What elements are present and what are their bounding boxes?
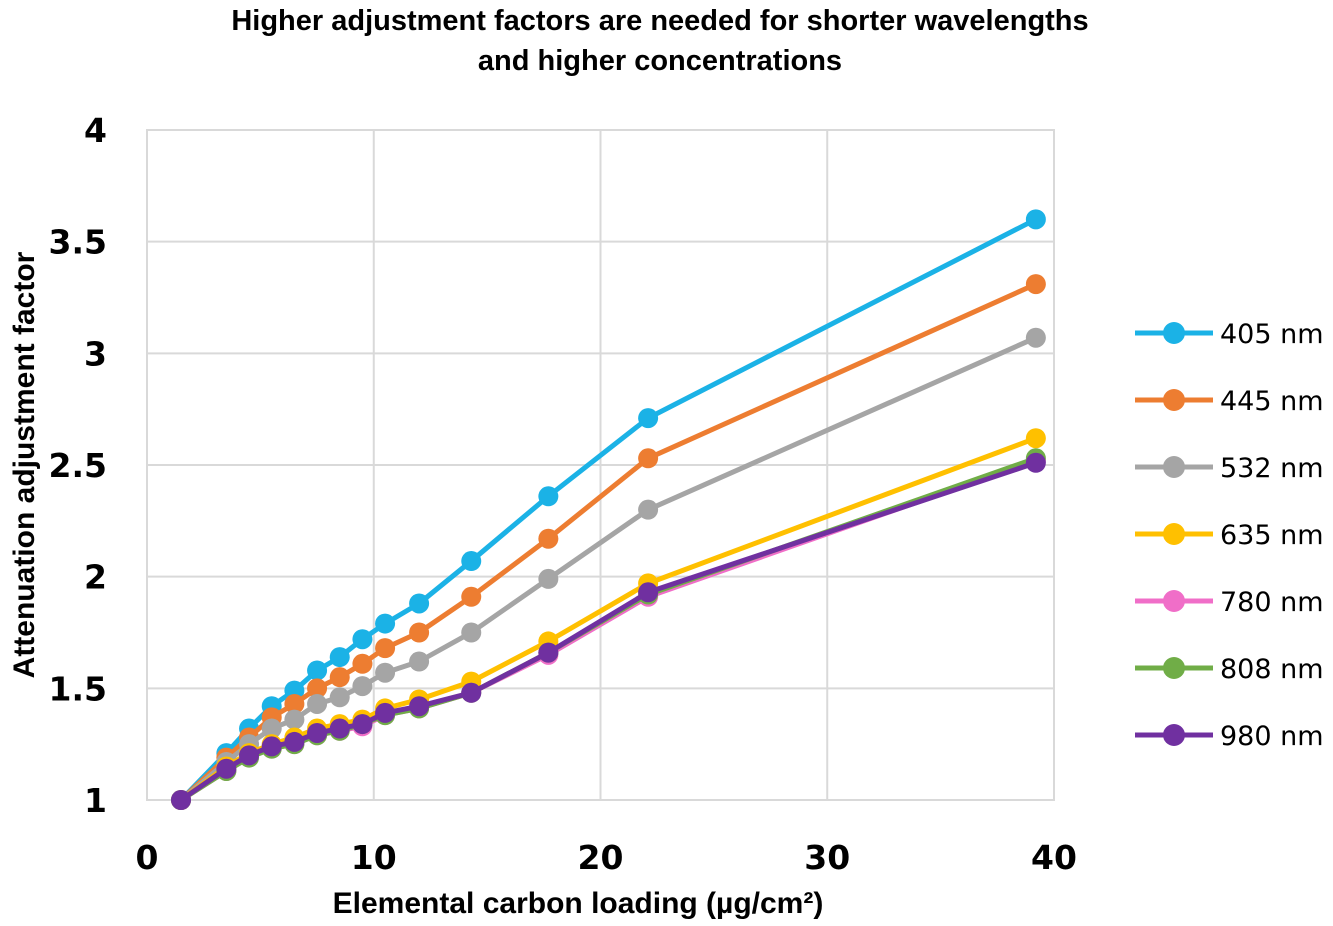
y-axis-label: Attenuation adjustment factor [8, 251, 41, 678]
data-point [329, 667, 350, 688]
data-point [461, 551, 482, 572]
x-tick-label: 20 [578, 838, 624, 877]
data-point [352, 629, 373, 650]
legend-label: 445 nm [1220, 386, 1324, 417]
series-445-nm [171, 274, 1046, 810]
data-point [1025, 327, 1046, 348]
x-tick-label: 30 [804, 838, 850, 877]
data-point [638, 408, 659, 429]
legend-marker [1163, 724, 1185, 746]
legend-item: 635 nm [1135, 520, 1324, 551]
data-point [375, 638, 396, 659]
data-point [1025, 209, 1046, 230]
chart-title: Higher adjustment factors are needed for… [231, 5, 1088, 37]
series-line [179, 458, 1037, 803]
x-axis-ticks: 0 10 20 30 40 [136, 838, 1077, 877]
data-point [638, 448, 659, 469]
legend-item: 445 nm [1135, 386, 1324, 417]
data-point [329, 718, 350, 739]
series-line [179, 460, 1037, 803]
y-tick-label: 2 [84, 558, 107, 597]
legend-label: 808 nm [1220, 654, 1324, 685]
y-tick-label: 1 [84, 781, 107, 820]
data-point [1025, 428, 1046, 449]
series-lines [171, 209, 1046, 810]
data-point [638, 582, 659, 603]
data-point [1025, 452, 1046, 473]
data-point [261, 718, 282, 739]
data-point [1025, 274, 1046, 295]
data-point [409, 593, 430, 614]
legend-item: 808 nm [1135, 654, 1324, 685]
data-point [461, 586, 482, 607]
legend-marker [1163, 590, 1185, 612]
data-point [538, 528, 559, 549]
data-point [171, 790, 192, 810]
legend-marker [1163, 523, 1185, 545]
data-point [375, 613, 396, 634]
x-tick-label: 10 [351, 838, 397, 877]
x-tick-label: 0 [136, 838, 159, 877]
data-point [375, 662, 396, 683]
data-point [329, 647, 350, 668]
legend-label: 635 nm [1220, 520, 1324, 551]
data-point [307, 693, 328, 714]
data-point [538, 568, 559, 589]
data-point [375, 702, 396, 723]
data-point [284, 693, 305, 714]
legend-label: 405 nm [1220, 319, 1324, 350]
legend-label: 780 nm [1220, 587, 1324, 618]
data-point [307, 660, 328, 681]
legend-item: 532 nm [1135, 453, 1324, 484]
legend-marker [1163, 322, 1185, 344]
series-line [179, 217, 1038, 802]
data-point [461, 622, 482, 643]
series-line [179, 455, 1037, 803]
data-point [352, 676, 373, 697]
chart-subtitle: and higher concentrations [478, 45, 842, 77]
data-point [352, 653, 373, 674]
data-point [216, 758, 237, 779]
x-tick-label: 40 [1031, 838, 1077, 877]
legend-marker [1163, 389, 1185, 411]
data-point [461, 682, 482, 703]
y-tick-label: 3.5 [49, 223, 107, 262]
y-tick-label: 1.5 [49, 669, 107, 708]
data-point [538, 642, 559, 663]
data-point [307, 678, 328, 699]
plot-area-border [146, 129, 1055, 801]
legend-item: 780 nm [1135, 587, 1324, 618]
data-point [284, 709, 305, 730]
data-point [307, 723, 328, 743]
data-point [261, 736, 282, 757]
data-point [239, 745, 260, 766]
legend-marker [1163, 657, 1185, 679]
legend: 405 nm 445 nm 532 nm 635 nm 780 nm 808 nm 980 … [1135, 319, 1324, 752]
data-point [284, 731, 305, 752]
legend-label: 980 nm [1220, 721, 1324, 752]
data-point [409, 622, 430, 643]
data-point [409, 651, 430, 672]
x-axis-label: Elemental carbon loading (µg/cm²) [333, 887, 824, 920]
legend-item: 980 nm [1135, 721, 1324, 752]
y-tick-label: 4 [84, 111, 107, 150]
legend-marker [1163, 456, 1185, 478]
legend-item: 405 nm [1135, 319, 1324, 350]
data-point [352, 714, 373, 735]
series-980-nm [171, 452, 1046, 810]
y-tick-label: 3 [84, 334, 107, 373]
data-point [329, 687, 350, 708]
data-point [638, 499, 659, 520]
y-axis-ticks: 1 1.5 2 2.5 3 3.5 4 [49, 111, 107, 820]
legend-label: 532 nm [1220, 453, 1324, 484]
y-tick-label: 2.5 [49, 446, 107, 485]
data-point [409, 696, 430, 717]
data-point [538, 486, 559, 507]
